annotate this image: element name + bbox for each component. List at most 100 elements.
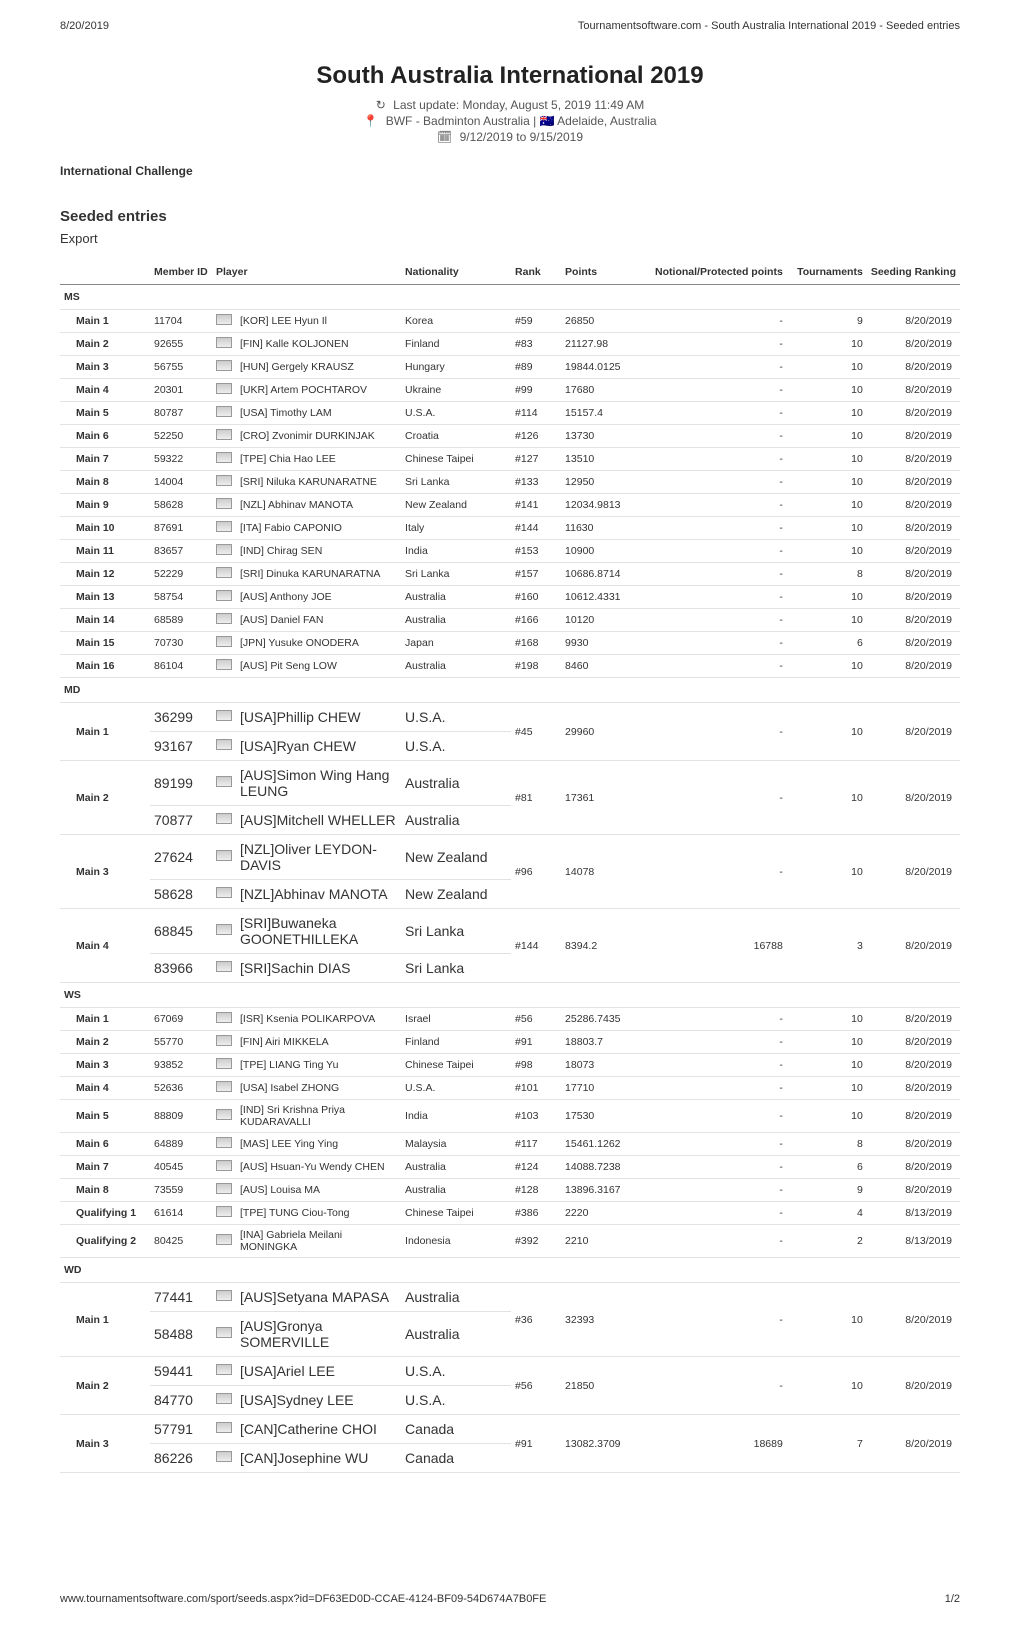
player-cell[interactable]: [AUS]Mitchell WHELLER: [236, 806, 401, 835]
nat-cell: U.S.A.: [401, 402, 511, 425]
nat-cell: Australia: [401, 1312, 511, 1357]
flag-icon: [212, 494, 236, 517]
np-cell: -: [651, 609, 787, 632]
player-cell[interactable]: [NZL]Oliver LEYDON-DAVIS: [236, 835, 401, 880]
nat-cell: Malaysia: [401, 1133, 511, 1156]
player-cell[interactable]: [USA]Ryan CHEW: [236, 732, 401, 761]
player-cell[interactable]: [IND] Chirag SEN: [236, 540, 401, 563]
member-cell: 86104: [150, 655, 212, 678]
col-player: Player: [212, 260, 401, 285]
rank-cell: #141: [511, 494, 561, 517]
player-cell[interactable]: [MAS] LEE Ying Ying: [236, 1133, 401, 1156]
flag-icon: [212, 1202, 236, 1225]
player-cell[interactable]: [UKR] Artem POCHTAROV: [236, 379, 401, 402]
member-cell: 92655: [150, 333, 212, 356]
tour-cell: 6: [787, 1156, 867, 1179]
position-cell: Main 2: [60, 333, 150, 356]
player-cell[interactable]: [INA] Gabriela Meilani MONINGKA: [236, 1225, 401, 1258]
player-cell[interactable]: [SRI] Dinuka KARUNARATNA: [236, 563, 401, 586]
rank-cell: #36: [511, 1283, 561, 1357]
nat-cell: Australia: [401, 586, 511, 609]
rank-cell: #89: [511, 356, 561, 379]
player-cell[interactable]: [AUS] Anthony JOE: [236, 586, 401, 609]
player-cell[interactable]: [ITA] Fabio CAPONIO: [236, 517, 401, 540]
player-cell[interactable]: [AUS]Gronya SOMERVILLE: [236, 1312, 401, 1357]
np-cell: -: [651, 703, 787, 761]
np-cell: -: [651, 425, 787, 448]
page-footer: www.tournamentsoftware.com/sport/seeds.a…: [60, 1593, 960, 1605]
nat-cell: New Zealand: [401, 835, 511, 880]
table-row: Main 255770[FIN] Airi MIKKELAFinland#911…: [60, 1031, 960, 1054]
tour-cell: 4: [787, 1202, 867, 1225]
player-cell[interactable]: [AUS]Simon Wing Hang LEUNG: [236, 761, 401, 806]
tour-cell: 10: [787, 517, 867, 540]
player-cell[interactable]: [SRI] Niluka KARUNARATNE: [236, 471, 401, 494]
np-cell: 18689: [651, 1415, 787, 1473]
flag-icon: [212, 655, 236, 678]
player-cell[interactable]: [SRI]Buwaneka GOONETHILLEKA: [236, 909, 401, 954]
points-cell: 12950: [561, 471, 651, 494]
member-cell: 84770: [150, 1386, 212, 1415]
player-cell[interactable]: [AUS]Setyana MAPASA: [236, 1283, 401, 1312]
flag-icon: [212, 517, 236, 540]
player-cell[interactable]: [NZL] Abhinav MANOTA: [236, 494, 401, 517]
player-cell[interactable]: [TPE] Chia Hao LEE: [236, 448, 401, 471]
player-cell[interactable]: [IND] Sri Krishna Priya KUDARAVALLI: [236, 1100, 401, 1133]
player-cell[interactable]: [FIN] Kalle KOLJONEN: [236, 333, 401, 356]
nat-cell: Australia: [401, 761, 511, 806]
player-cell[interactable]: [NZL]Abhinav MANOTA: [236, 880, 401, 909]
player-cell[interactable]: [ISR] Ksenia POLIKARPOVA: [236, 1008, 401, 1031]
member-cell: 93167: [150, 732, 212, 761]
rank-cell: #91: [511, 1415, 561, 1473]
seedrank-cell: 8/20/2019: [867, 1031, 960, 1054]
player-cell[interactable]: [USA]Sydney LEE: [236, 1386, 401, 1415]
player-cell[interactable]: [USA] Timothy LAM: [236, 402, 401, 425]
table-row: Main 1570730[JPN] Yusuke ONODERAJapan#16…: [60, 632, 960, 655]
seedrank-cell: 8/20/2019: [867, 448, 960, 471]
player-cell[interactable]: [USA]Ariel LEE: [236, 1357, 401, 1386]
member-cell: 52229: [150, 563, 212, 586]
flag-icon: [212, 1312, 236, 1357]
tour-cell: 10: [787, 356, 867, 379]
position-cell: Main 3: [60, 1415, 150, 1473]
export-link[interactable]: Export: [60, 231, 960, 246]
player-cell[interactable]: [AUS] Louisa MA: [236, 1179, 401, 1202]
player-cell[interactable]: [JPN] Yusuke ONODERA: [236, 632, 401, 655]
np-cell: -: [651, 1100, 787, 1133]
seedrank-cell: 8/20/2019: [867, 402, 960, 425]
points-cell: 15157.4: [561, 402, 651, 425]
player-cell[interactable]: [USA] Isabel ZHONG: [236, 1077, 401, 1100]
position-cell: Main 4: [60, 379, 150, 402]
rank-cell: #166: [511, 609, 561, 632]
player-cell[interactable]: [FIN] Airi MIKKELA: [236, 1031, 401, 1054]
nat-cell: U.S.A.: [401, 1357, 511, 1386]
member-cell: 80787: [150, 402, 212, 425]
player-cell[interactable]: [SRI]Sachin DIAS: [236, 954, 401, 983]
footer-page: 1/2: [945, 1593, 960, 1605]
points-cell: 2220: [561, 1202, 651, 1225]
nat-cell: Chinese Taipei: [401, 1054, 511, 1077]
player-cell[interactable]: [AUS] Hsuan-Yu Wendy CHEN: [236, 1156, 401, 1179]
flag-icon: [212, 909, 236, 954]
nat-cell: Sri Lanka: [401, 909, 511, 954]
np-cell: -: [651, 448, 787, 471]
points-cell: 17361: [561, 761, 651, 835]
player-cell[interactable]: [AUS] Pit Seng LOW: [236, 655, 401, 678]
np-cell: -: [651, 655, 787, 678]
player-cell[interactable]: [AUS] Daniel FAN: [236, 609, 401, 632]
points-cell: 17710: [561, 1077, 651, 1100]
col-member: Member ID: [150, 260, 212, 285]
seedrank-cell: 8/20/2019: [867, 655, 960, 678]
tour-cell: 10: [787, 761, 867, 835]
player-cell[interactable]: [TPE] TUNG Ciou-Tong: [236, 1202, 401, 1225]
player-cell[interactable]: [HUN] Gergely KRAUSZ: [236, 356, 401, 379]
player-cell[interactable]: [CRO] Zvonimir DURKINJAK: [236, 425, 401, 448]
player-cell[interactable]: [KOR] LEE Hyun Il: [236, 310, 401, 333]
player-cell[interactable]: [USA]Phillip CHEW: [236, 703, 401, 732]
position-cell: Main 15: [60, 632, 150, 655]
player-cell[interactable]: [CAN]Catherine CHOI: [236, 1415, 401, 1444]
nat-cell: India: [401, 1100, 511, 1133]
table-row: Main 289199[AUS]Simon Wing Hang LEUNGAus…: [60, 761, 960, 806]
player-cell[interactable]: [CAN]Josephine WU: [236, 1444, 401, 1473]
player-cell[interactable]: [TPE] LIANG Ting Yu: [236, 1054, 401, 1077]
